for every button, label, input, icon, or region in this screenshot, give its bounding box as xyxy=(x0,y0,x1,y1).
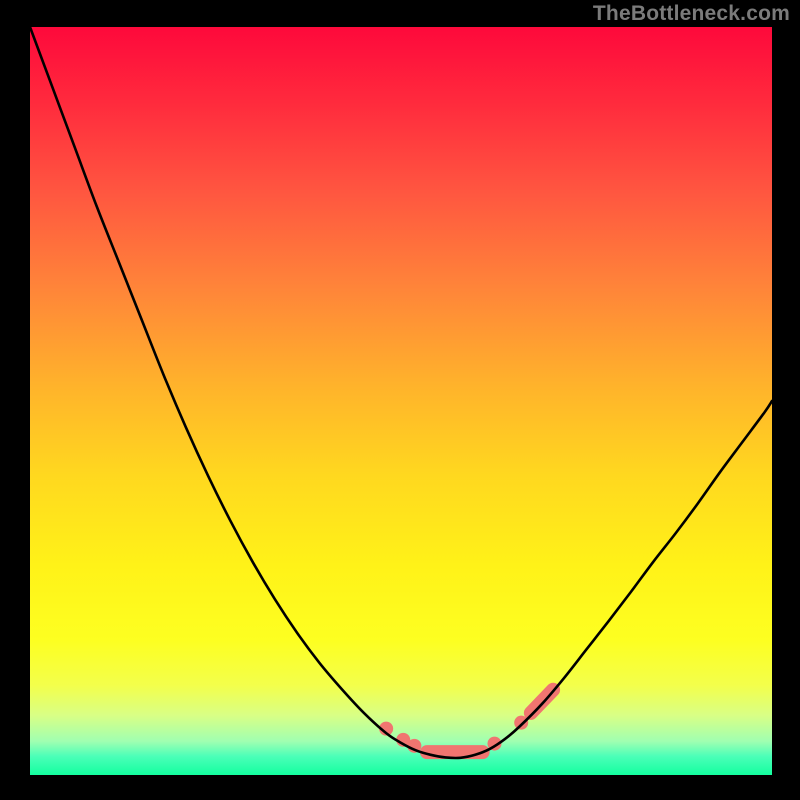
plot-area xyxy=(30,27,772,775)
gradient-background xyxy=(30,27,772,775)
stage: TheBottleneck.com xyxy=(0,0,800,800)
plot-svg xyxy=(30,27,772,775)
watermark-text: TheBottleneck.com xyxy=(593,2,790,26)
